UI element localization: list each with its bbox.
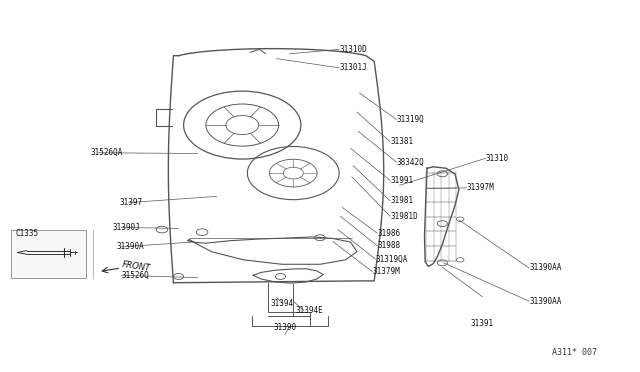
Text: 31981D: 31981D [390, 212, 418, 221]
Text: 38342Q: 38342Q [396, 157, 424, 167]
Text: 31526QA: 31526QA [91, 148, 123, 157]
Text: 31390AA: 31390AA [529, 263, 561, 272]
Text: 31391: 31391 [471, 319, 494, 328]
Text: 31381: 31381 [390, 137, 413, 146]
Text: 31319QA: 31319QA [376, 254, 408, 264]
Text: 31319Q: 31319Q [396, 115, 424, 124]
Text: 31310: 31310 [486, 154, 509, 163]
Text: 31397: 31397 [119, 198, 142, 207]
Text: 31986: 31986 [378, 229, 401, 238]
Text: 31526Q: 31526Q [121, 271, 149, 280]
Text: 31981: 31981 [390, 196, 413, 205]
Text: C1335: C1335 [15, 229, 38, 238]
Text: 31394: 31394 [270, 299, 293, 308]
Text: 31991: 31991 [390, 176, 413, 185]
Text: FRONT: FRONT [121, 260, 151, 273]
Text: 31310D: 31310D [339, 45, 367, 54]
Text: 31379M: 31379M [372, 267, 400, 276]
Text: 31988: 31988 [378, 241, 401, 250]
FancyBboxPatch shape [11, 230, 86, 278]
Text: 31390A: 31390A [116, 243, 144, 251]
Text: 31390J: 31390J [113, 223, 141, 232]
Text: 31394E: 31394E [296, 306, 324, 315]
Text: 31390AA: 31390AA [529, 297, 561, 306]
Text: 31390: 31390 [273, 323, 296, 331]
Text: A311* 007: A311* 007 [552, 349, 597, 357]
Text: 31301J: 31301J [339, 63, 367, 72]
Text: 31397M: 31397M [467, 183, 494, 192]
